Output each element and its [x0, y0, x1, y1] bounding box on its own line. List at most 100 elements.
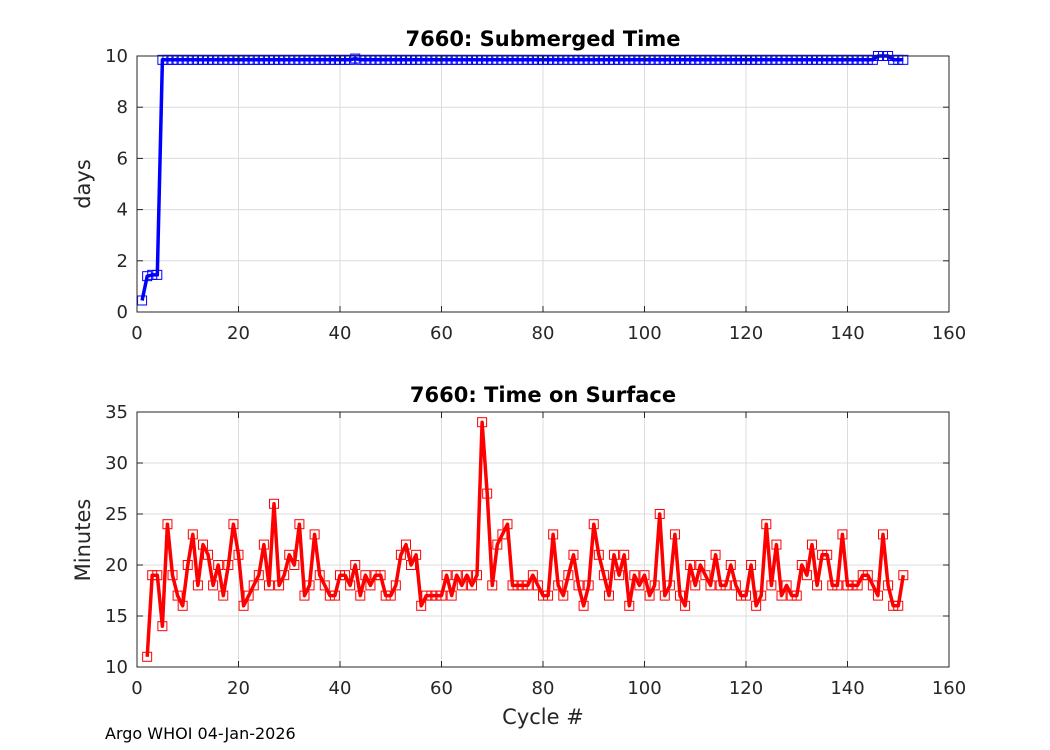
data-point [796, 560, 807, 570]
y-tick-label: 30 [105, 453, 128, 474]
data-point [360, 570, 371, 581]
data-point [157, 54, 168, 65]
data-point [867, 54, 878, 65]
data-point [710, 549, 721, 560]
data-point [466, 54, 477, 65]
x-tick-label: 0 [131, 678, 142, 699]
data-point [304, 580, 315, 591]
data-point [695, 560, 706, 570]
data-point [162, 519, 173, 530]
data-point [766, 54, 777, 65]
data-point [142, 271, 153, 282]
data-point [309, 54, 320, 65]
data-point [197, 539, 208, 550]
data-point [472, 54, 483, 65]
data-point [370, 54, 381, 65]
data-point [380, 54, 391, 65]
data-point [294, 519, 305, 530]
data-point [568, 54, 579, 65]
x-tick-label: 40 [329, 678, 352, 699]
data-point [888, 54, 899, 65]
data-point [507, 54, 518, 65]
data-point [253, 54, 264, 65]
data-point [284, 549, 295, 560]
data-point [243, 590, 254, 601]
data-point [538, 54, 548, 65]
data-point [842, 54, 853, 65]
data-point [725, 54, 736, 65]
data-point [329, 54, 340, 65]
data-point [538, 590, 548, 601]
data-point [441, 570, 452, 581]
data-point [380, 590, 391, 601]
data-point [888, 600, 899, 611]
data-point [512, 580, 523, 591]
data-point [355, 54, 366, 65]
data-point [157, 621, 168, 632]
data-point [664, 580, 675, 591]
data-point [319, 580, 330, 591]
data-point [715, 54, 726, 65]
x-tick-label: 0 [131, 323, 142, 344]
data-point [710, 54, 721, 65]
data-point [411, 549, 422, 560]
data-point [385, 590, 396, 601]
data-point [720, 54, 731, 65]
data-point [629, 570, 640, 581]
data-point [233, 549, 244, 560]
data-point [390, 54, 401, 65]
data-point [203, 54, 214, 65]
data-point [426, 54, 437, 65]
x-tick-label: 80 [532, 678, 555, 699]
data-point [218, 54, 229, 65]
data-point [857, 570, 868, 581]
data-point [806, 539, 817, 550]
data-point [319, 54, 330, 65]
data-point [406, 54, 417, 65]
data-point [482, 488, 493, 499]
data-point [299, 590, 310, 601]
data-point [477, 417, 488, 428]
y-axis-label: Minutes [71, 499, 95, 582]
data-point [400, 54, 411, 65]
data-point [776, 590, 787, 601]
data-point [400, 539, 411, 550]
data-point [466, 580, 477, 591]
data-point [548, 54, 559, 65]
data-point [644, 590, 655, 601]
data-point [751, 600, 762, 611]
data-point [213, 560, 224, 570]
submerged-time-panel: 0 20 40 60 80 100 120 140 160 0 2 4 6 8 10 7660: Subme… [71, 27, 966, 344]
data-point [532, 54, 543, 65]
data-point [730, 580, 741, 591]
data-point [192, 580, 203, 591]
data-point [360, 54, 371, 65]
data-point [715, 580, 726, 591]
data-point [776, 54, 787, 65]
data-point [827, 54, 838, 65]
data-point [527, 54, 538, 65]
data-point [609, 549, 620, 560]
data-point [685, 54, 696, 65]
data-point [406, 560, 417, 570]
data-point [857, 54, 868, 65]
data-point [238, 600, 249, 611]
ticks: 0 20 40 60 80 100 120 140 160 0 2 4 6 8 10 [105, 46, 966, 344]
data-point [395, 54, 406, 65]
data-point [365, 54, 376, 65]
data-point [766, 580, 777, 591]
data-point [258, 539, 269, 550]
data-point [822, 549, 833, 560]
data-point [390, 580, 401, 591]
data-point [624, 600, 635, 611]
data-point [385, 54, 396, 65]
data-point [461, 570, 472, 581]
data-point [862, 570, 873, 581]
data-point [289, 560, 300, 570]
data-point [416, 54, 427, 65]
data-point [187, 529, 198, 540]
data-point [497, 54, 508, 65]
data-point [203, 549, 214, 560]
data-point [223, 54, 234, 65]
data-point [502, 519, 513, 530]
